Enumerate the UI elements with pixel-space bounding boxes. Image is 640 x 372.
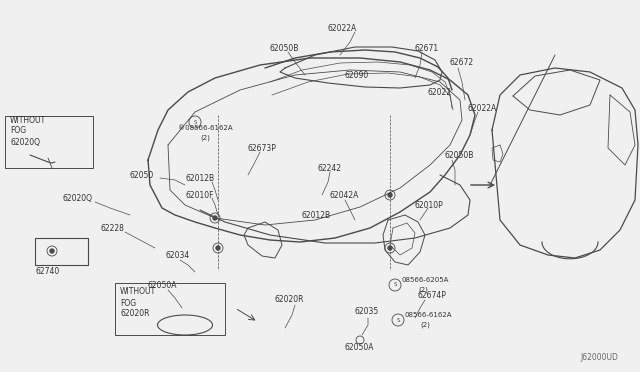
Text: FOG: FOG — [120, 298, 136, 308]
Text: WITHOUT: WITHOUT — [10, 115, 46, 125]
Text: 62090: 62090 — [345, 71, 369, 80]
Text: (2): (2) — [420, 322, 430, 328]
Circle shape — [388, 246, 392, 250]
Text: S: S — [193, 119, 196, 125]
Circle shape — [216, 246, 220, 250]
FancyBboxPatch shape — [115, 283, 225, 335]
Text: 62671: 62671 — [415, 44, 439, 52]
Text: ®08566-6162A: ®08566-6162A — [178, 125, 232, 131]
Text: 62035: 62035 — [355, 308, 380, 317]
Text: 62022: 62022 — [428, 87, 452, 96]
Text: 62674P: 62674P — [418, 291, 447, 299]
Text: 62673P: 62673P — [248, 144, 277, 153]
Text: 62012B: 62012B — [185, 173, 214, 183]
Text: WITHOUT: WITHOUT — [120, 288, 156, 296]
Text: 62034: 62034 — [165, 250, 189, 260]
Text: J62000UD: J62000UD — [580, 353, 618, 362]
Text: 62012B: 62012B — [302, 211, 331, 219]
Text: 62020R: 62020R — [275, 295, 305, 305]
Text: 62020Q: 62020Q — [62, 193, 92, 202]
FancyBboxPatch shape — [5, 116, 93, 168]
Text: 62020R: 62020R — [120, 310, 150, 318]
Text: 62010F: 62010F — [185, 190, 214, 199]
Circle shape — [50, 249, 54, 253]
Text: 62042A: 62042A — [330, 190, 360, 199]
Circle shape — [388, 193, 392, 197]
Text: FOG: FOG — [10, 125, 26, 135]
Text: S: S — [393, 282, 397, 288]
Text: 62050: 62050 — [130, 170, 154, 180]
Text: 08566-6205A: 08566-6205A — [402, 277, 449, 283]
Text: (2): (2) — [418, 287, 428, 293]
Text: 62022A: 62022A — [328, 23, 357, 32]
Text: 08566-6162A: 08566-6162A — [405, 312, 452, 318]
Text: 62242: 62242 — [318, 164, 342, 173]
Text: 62022A: 62022A — [468, 103, 497, 112]
Text: 62010P: 62010P — [415, 201, 444, 209]
Text: 62672: 62672 — [450, 58, 474, 67]
Text: 62050A: 62050A — [148, 280, 177, 289]
Text: 62050A: 62050A — [345, 343, 374, 353]
Text: 62228: 62228 — [100, 224, 124, 232]
Text: (2): (2) — [200, 135, 210, 141]
Circle shape — [213, 216, 217, 220]
Text: 62020Q: 62020Q — [10, 138, 40, 147]
Text: 62050B: 62050B — [270, 44, 300, 52]
Text: 62050B: 62050B — [445, 151, 474, 160]
Text: S: S — [396, 317, 400, 323]
Text: 62740: 62740 — [35, 267, 60, 276]
